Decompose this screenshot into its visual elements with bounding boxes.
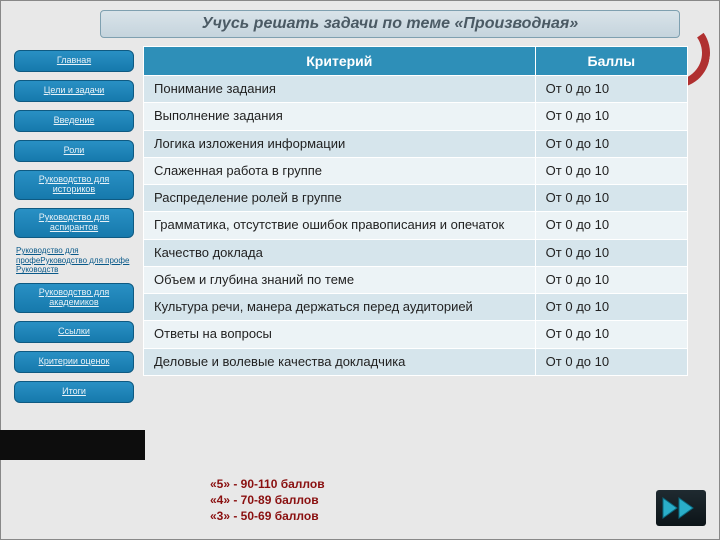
cell-points: От 0 до 10: [535, 76, 687, 103]
sidebar-item-label: Руководство для историков: [19, 175, 129, 195]
cell-criterion: Культура речи, манера держаться перед ау…: [144, 294, 536, 321]
sidebar-item-b1[interactable]: Ссылки: [14, 321, 134, 343]
table-row: Логика изложения информацииОт 0 до 10: [144, 130, 688, 157]
sidebar-item-label: Руководство для академиков: [19, 288, 129, 308]
sidebar-item-1[interactable]: Цели и задачи: [14, 80, 134, 102]
sidebar-item-label: Главная: [57, 56, 91, 66]
cell-points: От 0 до 10: [535, 185, 687, 212]
sidebar-nav: Главная Цели и задачи Введение Роли Руководс…: [14, 50, 134, 403]
sidebar-item-b3[interactable]: Итоги: [14, 381, 134, 403]
th-points: Баллы: [535, 47, 687, 76]
table-row: Ответы на вопросыОт 0 до 10: [144, 321, 688, 348]
cell-points: От 0 до 10: [535, 103, 687, 130]
th-criterion: Критерий: [144, 47, 536, 76]
criteria-table-wrap: Критерий Баллы Понимание заданияОт 0 до …: [143, 46, 688, 376]
cell-criterion: Ответы на вопросы: [144, 321, 536, 348]
table-row: Слаженная работа в группеОт 0 до 10: [144, 157, 688, 184]
cell-criterion: Качество доклада: [144, 239, 536, 266]
criteria-tbody: Понимание заданияОт 0 до 10Выполнение за…: [144, 76, 688, 376]
cell-criterion: Грамматика, отсутствие ошибок правописан…: [144, 212, 536, 239]
sidebar-item-label: Цели и задачи: [44, 86, 105, 96]
sidebar-item-5[interactable]: Руководство для аспирантов: [14, 208, 134, 238]
cell-criterion: Распределение ролей в группе: [144, 185, 536, 212]
sidebar-item-4[interactable]: Руководство для историков: [14, 170, 134, 200]
cell-criterion: Слаженная работа в группе: [144, 157, 536, 184]
sidebar-overflow-text: Руководство для профеРуководство для про…: [14, 246, 134, 275]
decorative-strip: [0, 430, 145, 460]
sidebar-item-3[interactable]: Роли: [14, 140, 134, 162]
cell-criterion: Деловые и волевые качества докладчика: [144, 348, 536, 375]
cell-points: От 0 до 10: [535, 321, 687, 348]
forward-icon: [661, 496, 701, 520]
grade-legend: «5» - 90-110 баллов «4» - 70-89 баллов «…: [210, 476, 325, 525]
grade-line-3: «3» - 50-69 баллов: [210, 508, 325, 524]
cell-points: От 0 до 10: [535, 294, 687, 321]
sidebar-item-label: Роли: [64, 146, 85, 156]
table-row: Понимание заданияОт 0 до 10: [144, 76, 688, 103]
page-title-bar: Учусь решать задачи по теме «Производная…: [100, 10, 680, 38]
table-row: Выполнение заданияОт 0 до 10: [144, 103, 688, 130]
sidebar-item-b0[interactable]: Руководство для академиков: [14, 283, 134, 313]
cell-points: От 0 до 10: [535, 130, 687, 157]
table-row: Культура речи, манера держаться перед ау…: [144, 294, 688, 321]
page-title: Учусь решать задачи по теме «Производная…: [202, 15, 578, 33]
cell-points: От 0 до 10: [535, 157, 687, 184]
cell-points: От 0 до 10: [535, 266, 687, 293]
cell-points: От 0 до 10: [535, 348, 687, 375]
next-button[interactable]: [656, 490, 706, 526]
sidebar-item-label: Критерии оценок: [39, 357, 110, 367]
table-row: Распределение ролей в группеОт 0 до 10: [144, 185, 688, 212]
table-row: Качество докладаОт 0 до 10: [144, 239, 688, 266]
criteria-table: Критерий Баллы Понимание заданияОт 0 до …: [143, 46, 688, 376]
sidebar-item-label: Руководство для аспирантов: [19, 213, 129, 233]
cell-criterion: Логика изложения информации: [144, 130, 536, 157]
table-row: Деловые и волевые качества докладчикаОт …: [144, 348, 688, 375]
sidebar-item-0[interactable]: Главная: [14, 50, 134, 72]
sidebar-item-label: Итоги: [62, 387, 86, 397]
table-row: Объем и глубина знаний по темеОт 0 до 10: [144, 266, 688, 293]
sidebar-item-2[interactable]: Введение: [14, 110, 134, 132]
grade-line-4: «4» - 70-89 баллов: [210, 492, 325, 508]
cell-points: От 0 до 10: [535, 239, 687, 266]
sidebar-item-label: Введение: [54, 116, 95, 126]
sidebar-item-label: Ссылки: [58, 327, 90, 337]
cell-criterion: Объем и глубина знаний по теме: [144, 266, 536, 293]
cell-criterion: Выполнение задания: [144, 103, 536, 130]
cell-points: От 0 до 10: [535, 212, 687, 239]
table-row: Грамматика, отсутствие ошибок правописан…: [144, 212, 688, 239]
sidebar-item-b2[interactable]: Критерии оценок: [14, 351, 134, 373]
grade-line-5: «5» - 90-110 баллов: [210, 476, 325, 492]
cell-criterion: Понимание задания: [144, 76, 536, 103]
